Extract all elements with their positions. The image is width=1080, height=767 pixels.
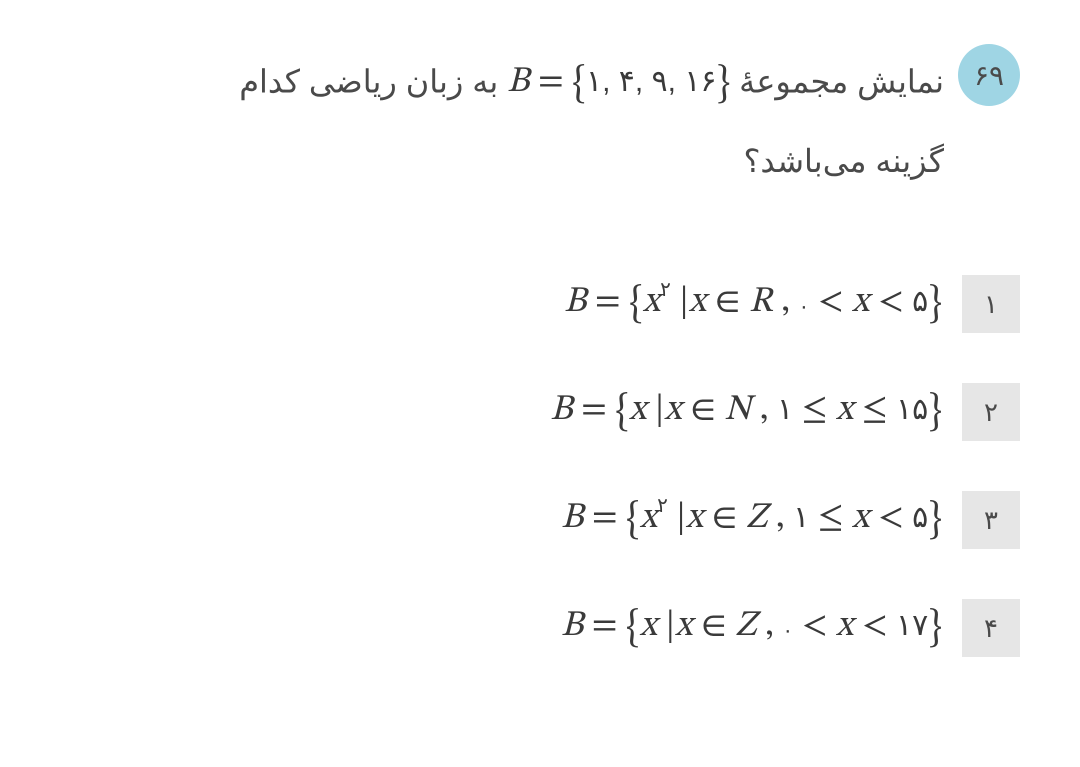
question-header: ۶۹ نمایش مجموعهٔ B = {۱, ۴, ۹, ۱۶} به زب… (80, 40, 1020, 195)
option-2[interactable]: ۲ B = {x |x ∈ N , ۱ ≤ x ≤ ۱۵} (80, 383, 1020, 441)
option-1-expr: B = {x۲ |x ∈ R , ۰ < x < ۵} (80, 278, 942, 331)
option-2-expr: B = {x |x ∈ N , ۱ ≤ x ≤ ۱۵} (80, 386, 942, 439)
option-1[interactable]: ۱ B = {x۲ |x ∈ R , ۰ < x < ۵} (80, 275, 1020, 333)
q-set-B: B (507, 64, 529, 100)
q-text-part1: نمایش مجموعهٔ (730, 64, 944, 100)
q-brace-open: { (572, 63, 586, 105)
q-text-line2: گزینه می‌باشد؟ (743, 143, 944, 179)
option-3-expr: B = {x۲ |x ∈ Z , ۱ ≤ x < ۵} (80, 494, 942, 547)
q-set-vals: ۱, ۴, ۹, ۱۶ (586, 65, 717, 98)
question-text: نمایش مجموعهٔ B = {۱, ۴, ۹, ۱۶} به زبان … (80, 40, 944, 195)
option-4[interactable]: ۴ B = {x |x ∈ Z , ۰ < x < ۱۷} (80, 599, 1020, 657)
options-list: ۱ B = {x۲ |x ∈ R , ۰ < x < ۵} ۲ B = {x |… (80, 275, 1020, 657)
option-1-number: ۱ (962, 275, 1020, 333)
q-set-expression: B = {۱, ۴, ۹, ۱۶} (507, 40, 730, 128)
option-3[interactable]: ۳ B = {x۲ |x ∈ Z , ۱ ≤ x < ۵} (80, 491, 1020, 549)
option-4-expr: B = {x |x ∈ Z , ۰ < x < ۱۷} (80, 602, 942, 655)
option-2-number: ۲ (962, 383, 1020, 441)
q-set-eq: = (529, 64, 572, 100)
option-3-number: ۳ (962, 491, 1020, 549)
q-text-part2: به زبان ریاضی کدام (239, 64, 498, 100)
option-4-number: ۴ (962, 599, 1020, 657)
q-brace-close: } (717, 63, 731, 105)
question-number-badge: ۶۹ (958, 44, 1020, 106)
